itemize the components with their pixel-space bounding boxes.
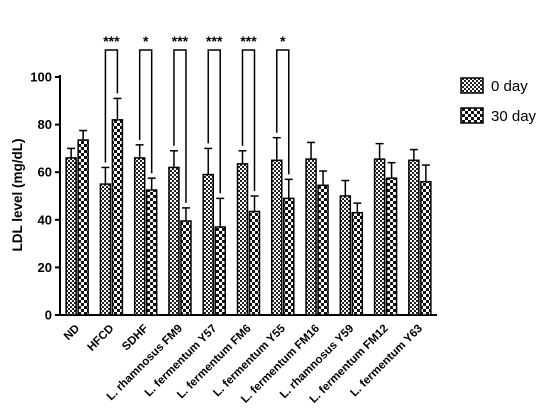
bar-0day [305, 158, 317, 316]
y-tick-label: 20 [38, 260, 52, 275]
bar-30day [351, 211, 364, 316]
y-tick-label: 40 [38, 212, 52, 227]
bar-30day [420, 180, 432, 316]
bar-30day [145, 189, 158, 316]
significance-label: *** [172, 33, 189, 49]
legend: 0 day 30 day [460, 77, 537, 125]
significance-label: *** [206, 33, 223, 49]
significance-bracket [207, 49, 221, 194]
bar-0day [408, 159, 420, 316]
bar-0day [271, 159, 283, 316]
x-category-label: HFCD [85, 323, 116, 354]
significance-bracket [173, 49, 187, 203]
bar-30day [248, 210, 261, 316]
bar-30day [385, 177, 398, 316]
y-tick-label: 60 [38, 165, 52, 180]
legend-label: 0 day [491, 78, 528, 95]
significance-label: *** [103, 33, 120, 49]
legend-swatch-30day [460, 107, 484, 124]
y-tick-label: 80 [38, 117, 52, 132]
bar-0day [339, 195, 352, 316]
bar-30day [317, 184, 329, 316]
significance-bracket [138, 49, 153, 174]
legend-label: 30 day [491, 108, 537, 125]
bar-0day [133, 157, 146, 316]
legend-swatch-0day [460, 77, 484, 94]
y-tick-label: 0 [45, 308, 52, 323]
bar-0day [99, 183, 112, 316]
significance-bracket [276, 49, 290, 175]
bar-30day [283, 197, 295, 316]
bar-0day [236, 163, 249, 316]
significance-label: * [280, 33, 286, 49]
significance-bracket [241, 49, 256, 191]
bar-30day [77, 139, 89, 316]
y-axis-title: LDL level (mg/dL) [10, 138, 25, 251]
x-category-label: ND [62, 323, 82, 343]
x-category-label: SDHF [120, 323, 151, 354]
bar-30day [111, 119, 124, 316]
significance-label: *** [240, 33, 257, 49]
bars-layer [65, 97, 432, 316]
y-tick-label: 100 [30, 70, 52, 85]
bar-0day [65, 157, 77, 316]
significance-bracket [104, 49, 119, 163]
bar-30day [180, 220, 192, 316]
significance-label: * [143, 33, 149, 49]
bar-0day [202, 173, 214, 316]
bar-0day [168, 166, 180, 316]
bar-0day [373, 158, 386, 316]
bar-30day [214, 226, 226, 316]
significance-layer: *** * *** *** *** * [103, 33, 290, 203]
